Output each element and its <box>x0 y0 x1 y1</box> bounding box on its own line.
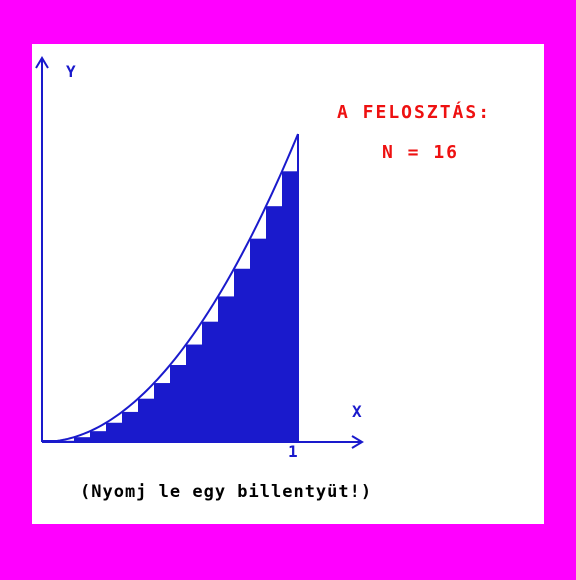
x-axis-tick-1: 1 <box>288 442 298 461</box>
riemann-rect <box>234 268 251 442</box>
riemann-rect <box>90 431 107 442</box>
x-axis-label: X <box>352 402 362 421</box>
riemann-rect <box>218 296 235 442</box>
riemann-rect <box>250 238 267 442</box>
y-axis-arrow <box>35 56 49 69</box>
riemann-rect <box>106 422 123 442</box>
riemann-rect <box>170 365 187 442</box>
riemann-rect <box>154 383 171 442</box>
plot-canvas <box>35 56 364 449</box>
riemann-rect <box>186 344 203 442</box>
screen: Y X 1 A FELOSZTÁS: N = 16 (Nyomj le egy … <box>32 44 544 524</box>
riemann-rect <box>74 437 91 442</box>
riemann-rect <box>282 171 299 442</box>
partition-title: A FELOSZTÁS: <box>337 102 492 123</box>
press-key-prompt: (Nyomj le egy billentyüt!) <box>80 482 373 502</box>
partition-count: N = 16 <box>382 142 460 163</box>
x-axis-arrow <box>351 435 364 449</box>
riemann-rect <box>122 411 139 442</box>
y-axis-label: Y <box>66 62 76 81</box>
curve-y-equals-x-squared <box>41 133 299 443</box>
riemann-rect <box>266 206 283 442</box>
riemann-rect <box>202 321 219 442</box>
riemann-rect <box>138 398 155 442</box>
